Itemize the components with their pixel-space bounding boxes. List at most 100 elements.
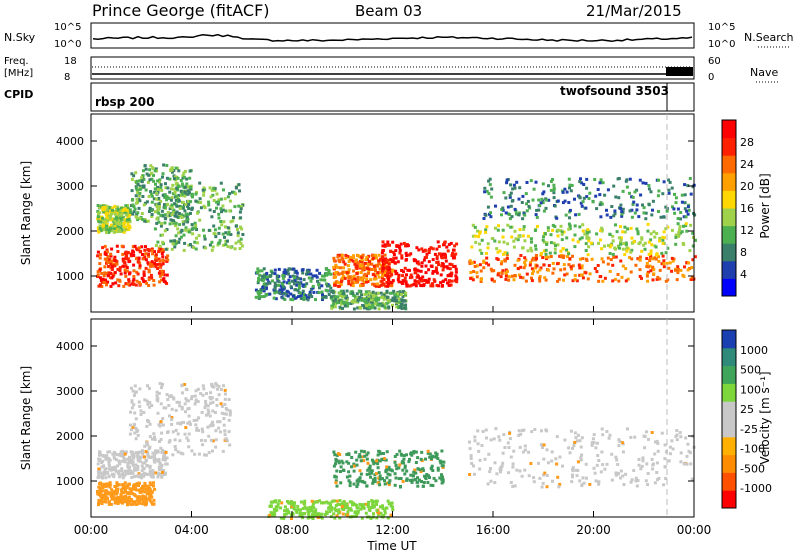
power-cell-2113 bbox=[657, 259, 661, 263]
velocity-cell-546 bbox=[192, 419, 196, 422]
power-cell-821 bbox=[187, 243, 191, 247]
power-cell-2567 bbox=[541, 238, 545, 242]
power-cell-2641 bbox=[667, 178, 670, 182]
power-cell-2417 bbox=[624, 243, 628, 247]
power-cell-43 bbox=[157, 271, 161, 275]
velocity-cell-222 bbox=[161, 469, 165, 472]
power-cell-2778 bbox=[570, 184, 574, 187]
power-cell-738 bbox=[172, 221, 176, 225]
velocity-cell-1090 bbox=[391, 508, 395, 512]
power-cell-1370 bbox=[346, 304, 350, 308]
power-cell-1819 bbox=[361, 284, 365, 287]
power-cell-2058 bbox=[427, 260, 431, 264]
power-cell-987 bbox=[208, 208, 212, 212]
power-cell-1531 bbox=[338, 291, 342, 295]
velocity-cell-913 bbox=[393, 483, 397, 487]
velocity-cell-701 bbox=[162, 406, 166, 410]
power-cell-2073 bbox=[449, 241, 453, 245]
velocity-cell-502 bbox=[124, 489, 127, 493]
power-cell-2761 bbox=[614, 195, 618, 199]
velocity-cell-965 bbox=[347, 453, 351, 457]
velocity-cell-405 bbox=[107, 500, 111, 504]
power-cell-1334 bbox=[401, 295, 405, 298]
velocity-cell-180 bbox=[153, 460, 157, 464]
power-cell-72 bbox=[144, 245, 147, 249]
power-cell-419 bbox=[116, 230, 120, 233]
power-cell-2445 bbox=[542, 235, 545, 239]
velocity-cell-1174 bbox=[283, 513, 287, 517]
velocity-cell-582 bbox=[224, 412, 228, 416]
power-cell-854 bbox=[224, 231, 228, 235]
power-cell-1034 bbox=[168, 222, 172, 226]
power-cell-639 bbox=[158, 178, 162, 182]
power-cell-786 bbox=[165, 228, 169, 231]
power-cell-984 bbox=[174, 234, 178, 238]
velocity-cell-226 bbox=[158, 462, 162, 466]
velocity-cell-164 bbox=[143, 455, 146, 459]
velocity-cell-1403 bbox=[597, 480, 601, 484]
power-cell-2647 bbox=[612, 184, 616, 188]
velocity-cell-1396 bbox=[622, 483, 626, 486]
velocity-cell-1110 bbox=[333, 499, 336, 503]
power-cell-525 bbox=[143, 201, 147, 205]
velocity-cell-291 bbox=[96, 490, 99, 493]
power-cell-2124 bbox=[539, 266, 543, 270]
velocity-cell-748 bbox=[187, 445, 191, 449]
power-cell-2138 bbox=[682, 275, 686, 278]
power-cell-1124 bbox=[261, 279, 265, 283]
velocity-cell-1164 bbox=[273, 512, 277, 516]
power-cell-1633 bbox=[373, 267, 377, 271]
velocity-cell-759 bbox=[131, 389, 135, 393]
power-cell-1869 bbox=[439, 273, 443, 277]
power-cell-828 bbox=[184, 192, 188, 196]
power-cell-1964 bbox=[444, 259, 448, 263]
velocity-cell-578 bbox=[167, 394, 171, 398]
power-cell-856 bbox=[241, 233, 245, 236]
power-cell-2145 bbox=[531, 256, 535, 260]
power-cell-861 bbox=[184, 226, 188, 230]
power-cell-2772 bbox=[541, 182, 545, 186]
power-cell-445 bbox=[102, 221, 106, 225]
power-cell-2289 bbox=[482, 260, 486, 264]
power-cell-2053 bbox=[387, 267, 391, 271]
power-cell-1168 bbox=[324, 282, 328, 286]
power-cell-2305 bbox=[584, 271, 588, 275]
power-cell-447 bbox=[97, 212, 100, 215]
velocity-cell-1330 bbox=[591, 437, 595, 441]
power-cell-1022 bbox=[171, 242, 175, 246]
velocity-cell-686 bbox=[133, 431, 137, 435]
velocity-cell-1238 bbox=[348, 506, 352, 510]
power-cell-1038 bbox=[185, 218, 189, 222]
velocity-cell-818 bbox=[440, 475, 444, 479]
velocity-cell-1309 bbox=[540, 429, 543, 433]
xtick-label-1: 04:00 bbox=[174, 523, 209, 537]
velocity-cell-60 bbox=[111, 452, 115, 456]
power-cell-2101 bbox=[544, 278, 548, 282]
velocity-cell-970 bbox=[358, 469, 362, 473]
power-cell-2738 bbox=[505, 181, 509, 185]
power-cell-911 bbox=[174, 239, 178, 243]
velocity-cell-461 bbox=[151, 502, 155, 506]
velocity-cell-566 bbox=[161, 417, 165, 421]
velocity-cell-929 bbox=[336, 459, 340, 463]
power-cell-877 bbox=[182, 248, 186, 252]
power-cell-2030 bbox=[429, 284, 433, 288]
power-cell-2701 bbox=[667, 191, 671, 195]
power-cell-1921 bbox=[385, 261, 389, 264]
power-cell-86 bbox=[106, 280, 110, 284]
power-cell-513 bbox=[123, 221, 126, 225]
velocity-cell-755 bbox=[167, 440, 171, 444]
power-cell-1907 bbox=[383, 243, 387, 247]
power-cell-1425 bbox=[356, 306, 360, 310]
power-cell-629 bbox=[135, 181, 139, 185]
power-cell-468 bbox=[127, 217, 131, 221]
power-cell-2735 bbox=[542, 209, 546, 213]
velocity-cell-460 bbox=[116, 496, 120, 499]
velocity-cell-694 bbox=[200, 438, 203, 442]
velocity-colorbar-swatch-1 bbox=[722, 472, 736, 491]
power-cell-2644 bbox=[568, 186, 571, 190]
velocity-cell-807 bbox=[394, 476, 398, 480]
power-cell-1158 bbox=[291, 267, 295, 271]
velocity-cell-1232 bbox=[305, 507, 309, 511]
power-cell-1526 bbox=[343, 304, 347, 308]
